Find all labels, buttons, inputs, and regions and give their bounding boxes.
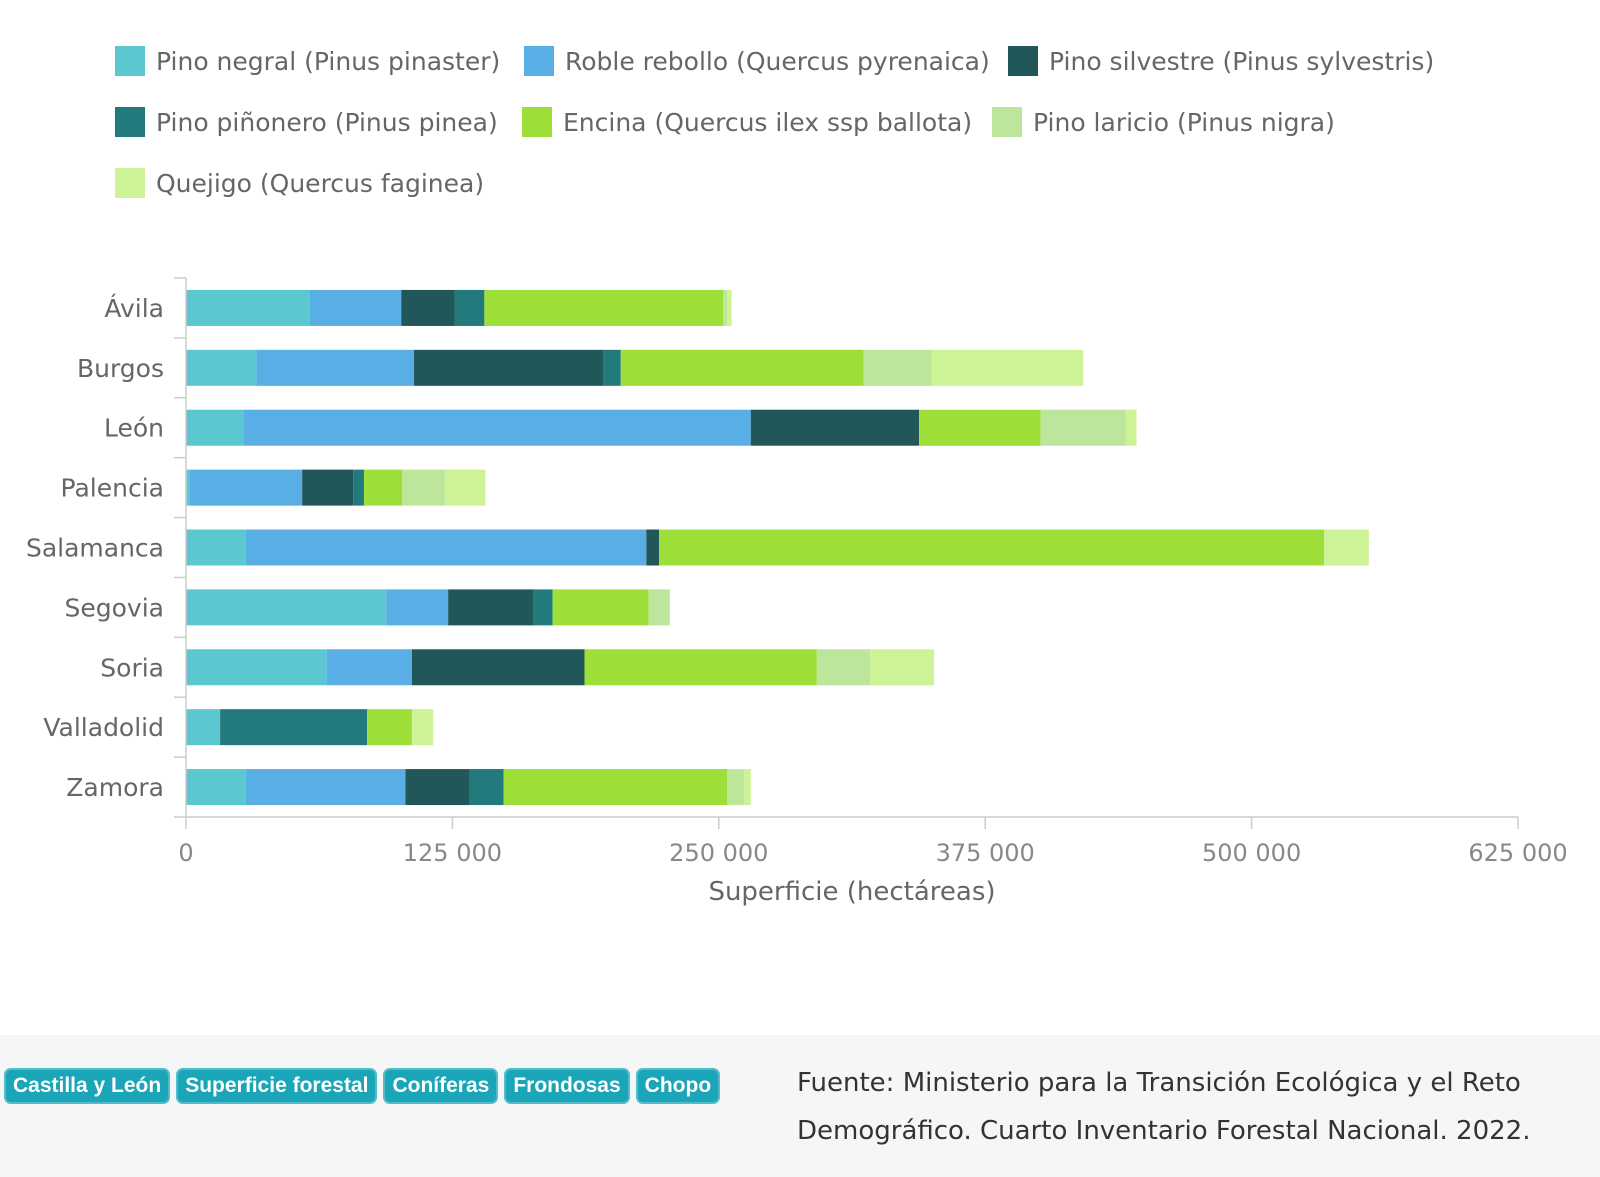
bar-salamanca-roble-rebollo (245, 529, 647, 566)
y-tick-label-palencia: Palencia (61, 474, 164, 503)
tag-chopo[interactable]: Chopo (635, 1068, 721, 1104)
y-tick-label-zamora: Zamora (66, 773, 164, 802)
bar-zamora-quejigo (744, 769, 751, 806)
bar-burgos-encina (620, 349, 864, 386)
footer: Castilla y León Superficie forestal Coní… (0, 1035, 1600, 1177)
bar-leon-pino-laricio (1040, 409, 1126, 446)
tag-superficie-forestal[interactable]: Superficie forestal (176, 1068, 378, 1104)
x-tick-label: 375 000 (936, 839, 1035, 867)
tag-coniferas[interactable]: Coníferas (383, 1068, 499, 1104)
y-tick-label-leon: León (104, 414, 164, 443)
legend-label-quejigo: Quejigo (Quercus faginea) (156, 169, 484, 198)
chart-axes: Ávila Burgos León Palencia Salamanca Segovia S… (26, 277, 1568, 907)
bar-segovia-encina (552, 589, 649, 626)
bar-soria-quejigo (870, 649, 935, 686)
bar-leon-roble-rebollo (243, 409, 751, 446)
bar-avila-quejigo (727, 289, 732, 326)
bar-burgos-pino-laricio (863, 349, 932, 386)
bar-soria-pino-silvestre (411, 649, 585, 686)
bar-palencia-roble-rebollo (189, 469, 303, 506)
bar-avila-pino-pinonero (454, 289, 485, 326)
chart-bars (186, 289, 1369, 806)
legend-swatch-pino-silvestre (1008, 46, 1038, 76)
bar-leon-pino-silvestre (750, 409, 920, 446)
bar-burgos-roble-rebollo (256, 349, 415, 386)
bar-zamora-pino-silvestre (405, 769, 470, 806)
bar-soria-encina (584, 649, 817, 686)
y-tick-label-valladolid: Valladolid (43, 713, 164, 742)
bar-salamanca-quejigo (1324, 529, 1369, 566)
bar-burgos-pino-pinonero (603, 349, 621, 386)
source-note: Fuente: Ministerio para la Transición Ec… (797, 1068, 1531, 1146)
bar-palencia-pino-silvestre (302, 469, 354, 506)
legend-label-pino-silvestre: Pino silvestre (Pinus sylvestris) (1049, 47, 1434, 76)
bar-segovia-pino-pinonero (533, 589, 553, 626)
x-axis-title: Superficie (hectáreas) (708, 877, 995, 907)
legend-label-pino-negral: Pino negral (Pinus pinaster) (156, 47, 500, 76)
y-tick-label-segovia: Segovia (65, 593, 164, 622)
tag-frondosas[interactable]: Frondosas (504, 1068, 630, 1104)
bar-burgos-quejigo (931, 349, 1084, 386)
x-tick-label: 500 000 (1202, 839, 1301, 867)
legend-label-encina: Encina (Quercus ilex ssp ballota) (563, 108, 972, 137)
bar-soria-pino-laricio (816, 649, 871, 686)
legend-label-pino-pinonero: Pino piñonero (Pinus pinea) (156, 108, 498, 137)
y-tick-label-soria: Soria (100, 653, 164, 682)
bar-avila-pino-negral (186, 289, 310, 326)
bar-zamora-pino-pinonero (469, 769, 504, 806)
x-tick-label: 125 000 (403, 839, 502, 867)
bar-avila-roble-rebollo (309, 289, 402, 326)
bar-palencia-pino-laricio (402, 469, 445, 506)
bar-avila-pino-silvestre (401, 289, 455, 326)
chart-legend: Pino negral (Pinus pinaster) Roble reboll… (115, 46, 1434, 198)
legend-label-pino-laricio: Pino laricio (Pinus nigra) (1033, 108, 1335, 137)
bar-soria-pino-negral (186, 649, 327, 686)
bar-avila-pino-laricio (723, 289, 728, 326)
bar-leon-quejigo (1125, 409, 1137, 446)
tag-castilla-y-leon[interactable]: Castilla y León (4, 1068, 171, 1104)
bar-zamora-pino-negral (186, 769, 246, 806)
y-tick-label-avila: Ávila (104, 294, 164, 323)
bar-zamora-encina (503, 769, 728, 806)
bar-salamanca-pino-silvestre (646, 529, 660, 566)
bar-palencia-pino-negral (186, 469, 190, 506)
bar-segovia-pino-laricio (648, 589, 670, 626)
bar-segovia-pino-negral (186, 589, 387, 626)
tag-list: Castilla y León Superficie forestal Coní… (4, 1068, 721, 1104)
bar-valladolid-pino-pinonero (220, 709, 368, 746)
bar-salamanca-encina (659, 529, 1325, 566)
bar-palencia-quejigo (444, 469, 486, 506)
legend-swatch-quejigo (115, 168, 145, 198)
bar-valladolid-encina (367, 709, 412, 746)
bar-valladolid-quejigo (411, 709, 434, 746)
bar-segovia-roble-rebollo (386, 589, 449, 626)
bar-segovia-pino-silvestre (448, 589, 534, 626)
bar-burgos-pino-silvestre (414, 349, 604, 386)
bar-palencia-pino-pinonero (353, 469, 364, 506)
bar-burgos-pino-negral (186, 349, 257, 386)
stacked-bar-chart: Pino negral (Pinus pinaster) Roble reboll… (26, 46, 1568, 907)
bar-soria-roble-rebollo (326, 649, 412, 686)
legend-swatch-encina (522, 107, 552, 137)
bar-leon-encina (919, 409, 1041, 446)
bar-zamora-pino-laricio (727, 769, 745, 806)
legend-swatch-pino-negral (115, 46, 145, 76)
x-tick-label: 250 000 (669, 839, 768, 867)
bar-salamanca-pino-negral (186, 529, 246, 566)
x-tick-label: 625 000 (1468, 839, 1567, 867)
y-tick-label-salamanca: Salamanca (26, 534, 164, 563)
bar-zamora-roble-rebollo (245, 769, 406, 806)
bar-avila-encina (484, 289, 724, 326)
bar-palencia-encina (363, 469, 403, 506)
bar-leon-pino-negral (186, 409, 244, 446)
y-tick-label-burgos: Burgos (77, 354, 164, 383)
legend-swatch-pino-pinonero (115, 107, 145, 137)
x-tick-label: 0 (178, 839, 193, 867)
legend-swatch-pino-laricio (992, 107, 1022, 137)
bar-valladolid-pino-negral (186, 709, 221, 746)
legend-label-roble-rebollo: Roble rebollo (Quercus pyrenaica) (565, 47, 990, 76)
legend-swatch-roble-rebollo (524, 46, 554, 76)
